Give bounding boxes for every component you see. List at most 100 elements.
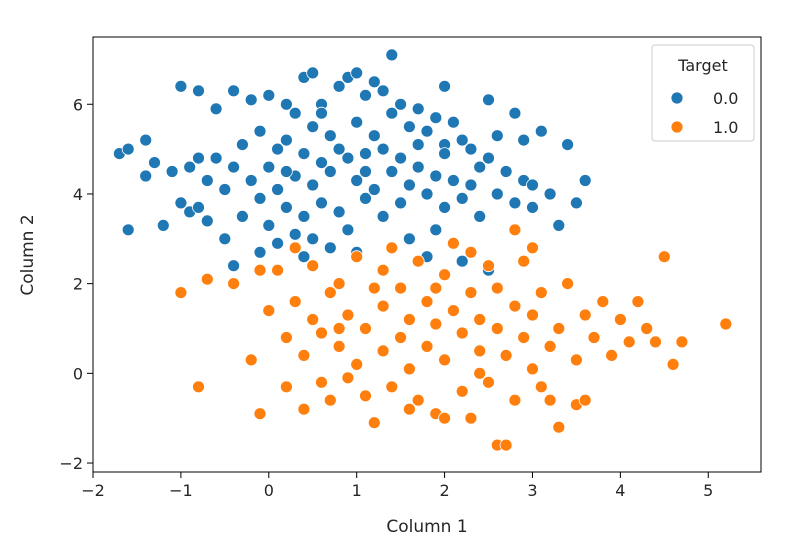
- point-series-0: [473, 160, 487, 174]
- point-series-0: [244, 174, 258, 187]
- point-series-0: [262, 160, 276, 174]
- legend-box: [651, 44, 755, 142]
- point-series-0: [271, 183, 285, 196]
- point-series-0: [394, 196, 408, 210]
- point-series-0: [227, 259, 241, 273]
- point-series-1: [455, 384, 469, 398]
- point-series-1: [534, 286, 548, 300]
- point-series-0: [209, 102, 223, 116]
- point-series-0: [376, 209, 390, 223]
- point-series-0: [262, 218, 276, 232]
- legend: Target 0.0 1.0: [651, 44, 755, 142]
- point-series-0: [420, 124, 434, 138]
- legend-title: Target: [677, 56, 728, 75]
- point-series-1: [315, 326, 328, 340]
- point-series-1: [429, 281, 443, 295]
- point-series-0: [297, 250, 311, 264]
- point-series-1: [508, 393, 522, 407]
- point-series-0: [156, 218, 170, 232]
- point-series-1: [315, 375, 328, 389]
- point-series-1: [552, 322, 566, 335]
- point-series-0: [455, 254, 469, 268]
- point-series-1: [253, 263, 267, 277]
- point-series-1: [517, 331, 531, 344]
- point-series-1: [411, 254, 425, 268]
- point-series-0: [411, 160, 425, 174]
- point-series-0: [279, 97, 293, 111]
- point-series-1: [649, 335, 662, 349]
- point-series-0: [262, 88, 276, 102]
- point-series-0: [526, 200, 539, 214]
- plot-frame: [92, 36, 762, 473]
- point-series-1: [341, 308, 355, 322]
- point-series-1: [455, 326, 469, 340]
- point-series-0: [332, 79, 346, 93]
- point-series-0: [192, 84, 205, 98]
- legend-label-1: 1.0: [713, 118, 738, 137]
- point-series-0: [235, 209, 249, 223]
- y-axis: −2 0 2 4 6: [59, 95, 93, 473]
- point-series-1: [675, 335, 689, 349]
- x-tick-label: 5: [703, 481, 713, 500]
- point-series-1: [350, 250, 364, 264]
- point-series-1: [499, 348, 513, 362]
- y-tick-label: 2: [73, 275, 83, 294]
- point-series-1: [464, 286, 478, 300]
- point-series-0: [367, 129, 381, 143]
- y-tick-label: 6: [73, 95, 83, 114]
- point-series-1: [429, 317, 443, 331]
- point-series-0: [192, 200, 205, 214]
- point-series-0: [121, 223, 135, 237]
- point-series-0: [121, 142, 135, 156]
- point-series-0: [306, 66, 320, 80]
- point-series-1: [288, 295, 302, 309]
- point-series-1: [394, 281, 408, 295]
- point-series-1: [438, 268, 452, 282]
- point-series-1: [359, 322, 372, 335]
- point-series-0: [350, 66, 364, 80]
- point-series-0: [517, 133, 531, 147]
- point-series-1: [561, 277, 574, 291]
- point-series-0: [499, 165, 513, 178]
- point-series-0: [332, 205, 346, 219]
- point-series-0: [235, 138, 249, 152]
- point-series-1: [490, 322, 504, 335]
- point-series-1: [332, 339, 346, 353]
- point-series-0: [367, 75, 381, 89]
- point-series-0: [438, 200, 452, 214]
- point-series-1: [587, 331, 601, 344]
- point-series-1: [192, 380, 205, 394]
- point-series-1: [253, 407, 267, 421]
- point-series-1: [297, 402, 311, 416]
- point-series-1: [657, 250, 671, 264]
- point-series-1: [367, 416, 381, 430]
- x-tick-label: 3: [527, 481, 537, 500]
- point-series-0: [279, 133, 293, 147]
- x-tick-label: 0: [264, 481, 274, 500]
- point-series-0: [288, 227, 302, 241]
- point-series-1: [402, 313, 416, 326]
- point-series-1: [640, 322, 654, 335]
- point-series-0: [490, 187, 504, 201]
- point-series-0: [446, 115, 460, 129]
- point-series-1: [279, 331, 293, 344]
- point-series-0: [227, 160, 241, 174]
- point-series-0: [394, 97, 408, 111]
- point-series-0: [271, 236, 285, 250]
- point-series-0: [200, 214, 214, 228]
- point-series-1: [473, 313, 487, 326]
- point-series-1: [227, 277, 241, 291]
- point-series-0: [464, 178, 478, 192]
- point-series-1: [350, 357, 364, 371]
- point-series-0: [139, 169, 153, 183]
- point-series-1: [578, 308, 592, 322]
- point-series-1: [385, 380, 399, 394]
- point-series-0: [570, 196, 583, 210]
- point-series-1: [323, 393, 337, 407]
- point-series-1: [666, 357, 680, 371]
- point-series-0: [578, 174, 592, 187]
- point-series-0: [359, 165, 372, 178]
- point-series-1: [490, 281, 504, 295]
- point-series-1: [464, 411, 478, 425]
- point-series-0: [420, 187, 434, 201]
